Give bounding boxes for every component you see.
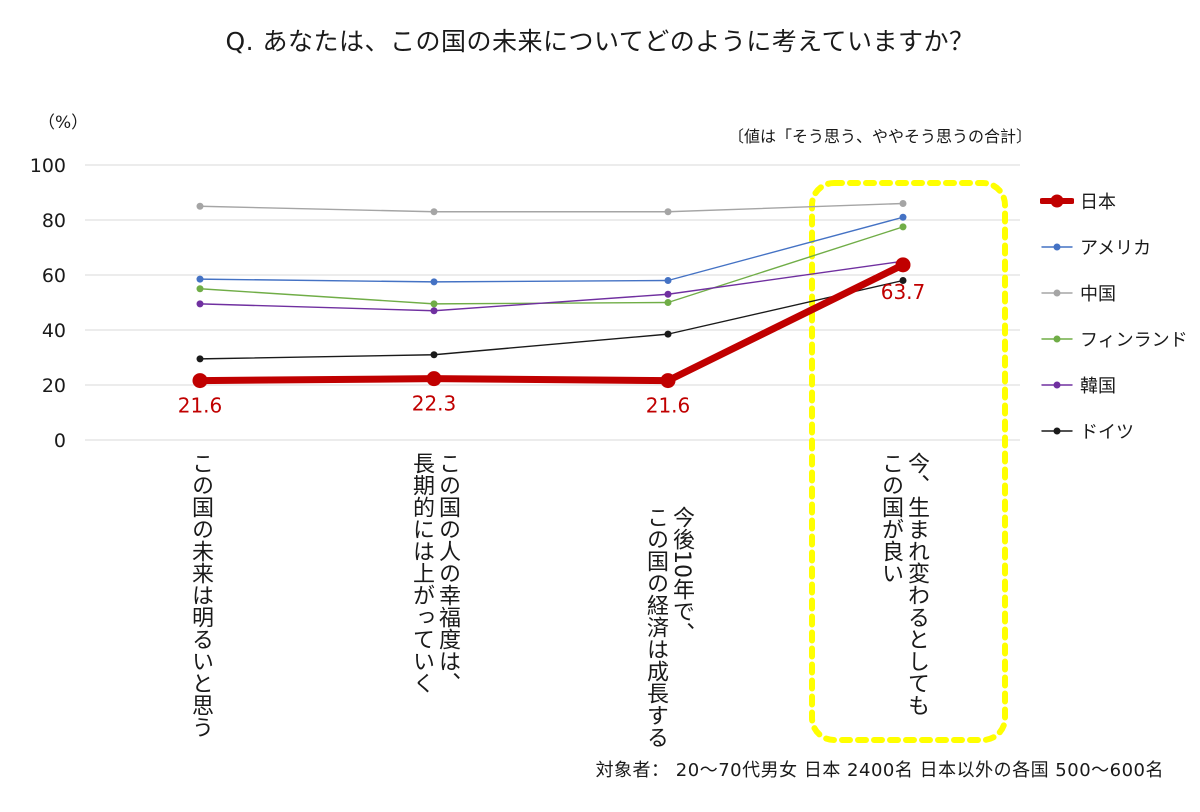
legend-label: ドイツ <box>1080 422 1134 443</box>
series-5-point-0 <box>196 355 204 363</box>
series-2-point-2 <box>664 208 672 216</box>
series-4-point-2 <box>664 290 672 298</box>
series-1-point-3 <box>899 213 907 221</box>
legend-item: アメリカ <box>1040 224 1188 270</box>
series-3-point-0 <box>196 285 204 293</box>
series-0-point-0 <box>192 373 208 389</box>
series-4-point-0 <box>196 300 204 308</box>
category-label: この国の人の幸福度は、 長期的には上がっていく <box>409 452 460 694</box>
data-label: 63.7 <box>881 280 926 304</box>
series-3-point-3 <box>899 223 907 231</box>
legend-swatch <box>1041 335 1073 343</box>
series-0-point-3 <box>895 257 911 273</box>
legend-item: ドイツ <box>1040 408 1188 454</box>
series-3-point-1 <box>430 300 438 308</box>
y-tick-label: 0 <box>54 430 66 452</box>
legend-item: 韓国 <box>1040 362 1188 408</box>
y-axis-unit-label: （%） <box>38 113 89 133</box>
legend-item: フィンランド <box>1040 316 1188 362</box>
highlight-box <box>809 180 1008 743</box>
series-1-line <box>199 216 904 283</box>
series-2-point-3 <box>899 200 907 207</box>
series-4-point-1 <box>430 307 438 315</box>
category-label: この国の未来は明るいと思う <box>188 452 213 738</box>
legend-label: 日本 <box>1080 192 1116 213</box>
legend-swatch <box>1041 427 1073 435</box>
series-2-point-1 <box>430 208 438 216</box>
legend-label: フィンランド <box>1080 330 1188 351</box>
data-label: 21.6 <box>646 394 691 418</box>
series-0-point-2 <box>660 373 676 389</box>
value-note: 〔値は「そう思う、ややそう思うの合計〕 <box>727 127 1032 146</box>
legend-label: 中国 <box>1080 284 1116 305</box>
series-2-line <box>199 202 904 213</box>
legend-item: 日本 <box>1040 178 1188 224</box>
series-3-point-2 <box>664 299 672 306</box>
legend-swatch <box>1040 194 1074 208</box>
series-5-point-2 <box>664 330 672 338</box>
series-3-line <box>199 226 904 305</box>
legend-swatch <box>1041 381 1073 389</box>
series-1-point-0 <box>196 275 204 283</box>
y-tick-label: 100 <box>30 155 66 177</box>
respondents-footnote: 対象者： 20～70代男女 日本 2400名 日本以外の各国 500～600名 <box>595 760 1164 781</box>
series-5-point-3 <box>899 277 907 284</box>
legend-label: アメリカ <box>1080 238 1152 259</box>
series-1-point-2 <box>664 277 672 284</box>
series-0-point-1 <box>426 371 442 387</box>
series-5-line <box>199 279 904 360</box>
y-tick-label: 40 <box>42 320 66 342</box>
data-label: 21.6 <box>178 394 223 418</box>
y-tick-label: 20 <box>42 375 66 397</box>
chart-title: Q. あなたは、この国の未来についてどのように考えていますか？ <box>225 27 975 56</box>
legend-swatch <box>1041 243 1073 251</box>
y-tick-label: 80 <box>42 210 66 232</box>
series-4-line <box>199 260 904 312</box>
series-0-line <box>196 261 907 385</box>
legend-item: 中国 <box>1040 270 1188 316</box>
series-1-point-1 <box>430 278 438 286</box>
category-label: 今後10年で、 この国の経済は成長する <box>643 506 694 748</box>
series-5-point-1 <box>430 351 438 359</box>
y-tick-label: 60 <box>42 265 66 287</box>
legend: 日本アメリカ中国フィンランド 韓国ドイツ <box>1040 178 1188 454</box>
data-label: 22.3 <box>412 392 457 416</box>
legend-swatch <box>1041 289 1073 297</box>
legend-label: 韓国 <box>1080 376 1116 397</box>
category-label: 今、生まれ変わるとしても この国が良い <box>878 452 929 716</box>
series-2-point-0 <box>196 202 204 210</box>
